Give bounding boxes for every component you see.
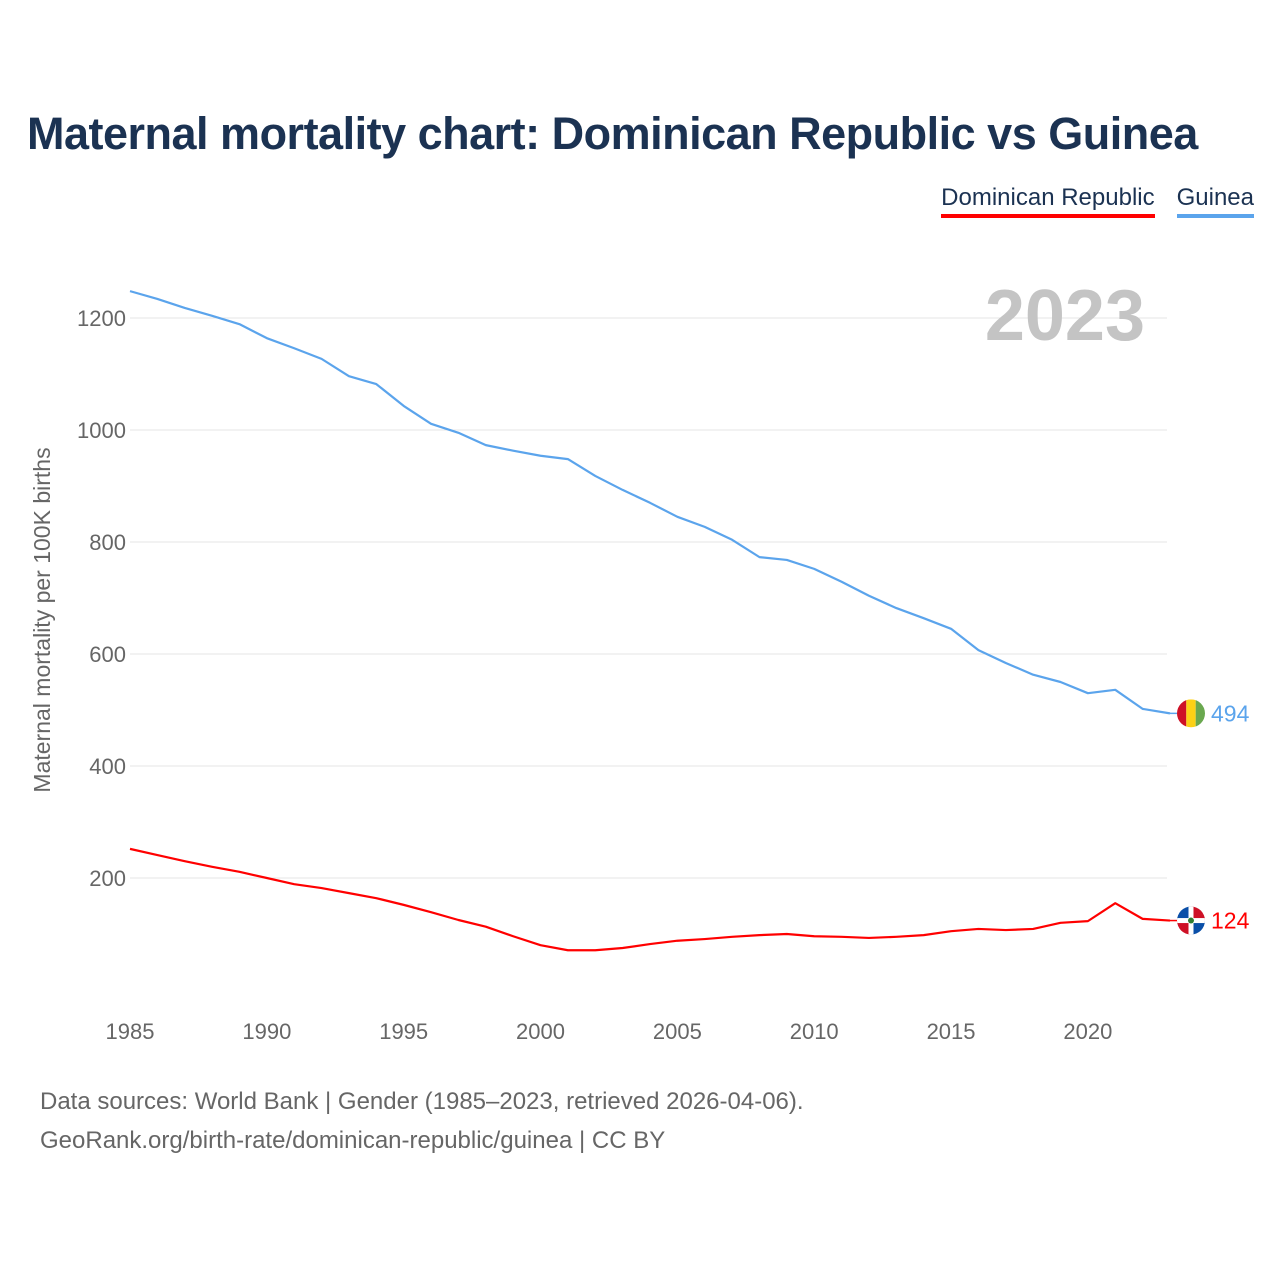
end-value-label: 124 (1211, 908, 1250, 934)
y-tick-label: 400 (89, 754, 126, 779)
y-tick-label: 600 (89, 642, 126, 667)
x-tick-label: 1990 (242, 1019, 291, 1044)
dominican-republic-flag-icon (1177, 906, 1205, 935)
x-tick-label: 2000 (516, 1019, 565, 1044)
x-tick-label: 2005 (653, 1019, 702, 1044)
chart-title: Maternal mortality chart: Dominican Repu… (27, 108, 1198, 159)
x-tick-label: 1985 (106, 1019, 155, 1044)
legend-dominican-republic[interactable]: Dominican Republic (941, 184, 1155, 218)
flag-stripe (1195, 699, 1205, 728)
year-watermark: 2023 (985, 276, 1145, 356)
flag-stripe (1177, 699, 1187, 728)
end-value-label: 494 (1211, 700, 1250, 726)
source-url[interactable]: GeoRank.org/birth-rate/dominican-republi… (40, 1127, 666, 1154)
flag-stripe (1186, 699, 1196, 728)
x-tick-label: 2015 (927, 1019, 976, 1044)
series-line-dominican-republic (129, 847, 1171, 952)
series-line-guinea (129, 290, 1171, 715)
y-tick-label: 200 (89, 866, 126, 891)
legend: Dominican Republic Guinea (941, 184, 1254, 218)
y-tick-label: 1200 (77, 306, 126, 331)
y-tick-label: 1000 (77, 418, 126, 443)
x-tick-label: 2010 (790, 1019, 839, 1044)
x-tick-label: 2020 (1063, 1019, 1112, 1044)
y-axis-label: Maternal mortality per 100K births (29, 447, 55, 792)
source-text: Data sources: World Bank | Gender (1985–… (40, 1088, 804, 1115)
guinea-flag-icon (1177, 699, 1205, 728)
y-tick-label: 800 (89, 530, 126, 555)
flag-emblem (1188, 917, 1194, 924)
legend-guinea[interactable]: Guinea (1176, 184, 1254, 218)
x-tick-label: 1995 (379, 1019, 428, 1044)
